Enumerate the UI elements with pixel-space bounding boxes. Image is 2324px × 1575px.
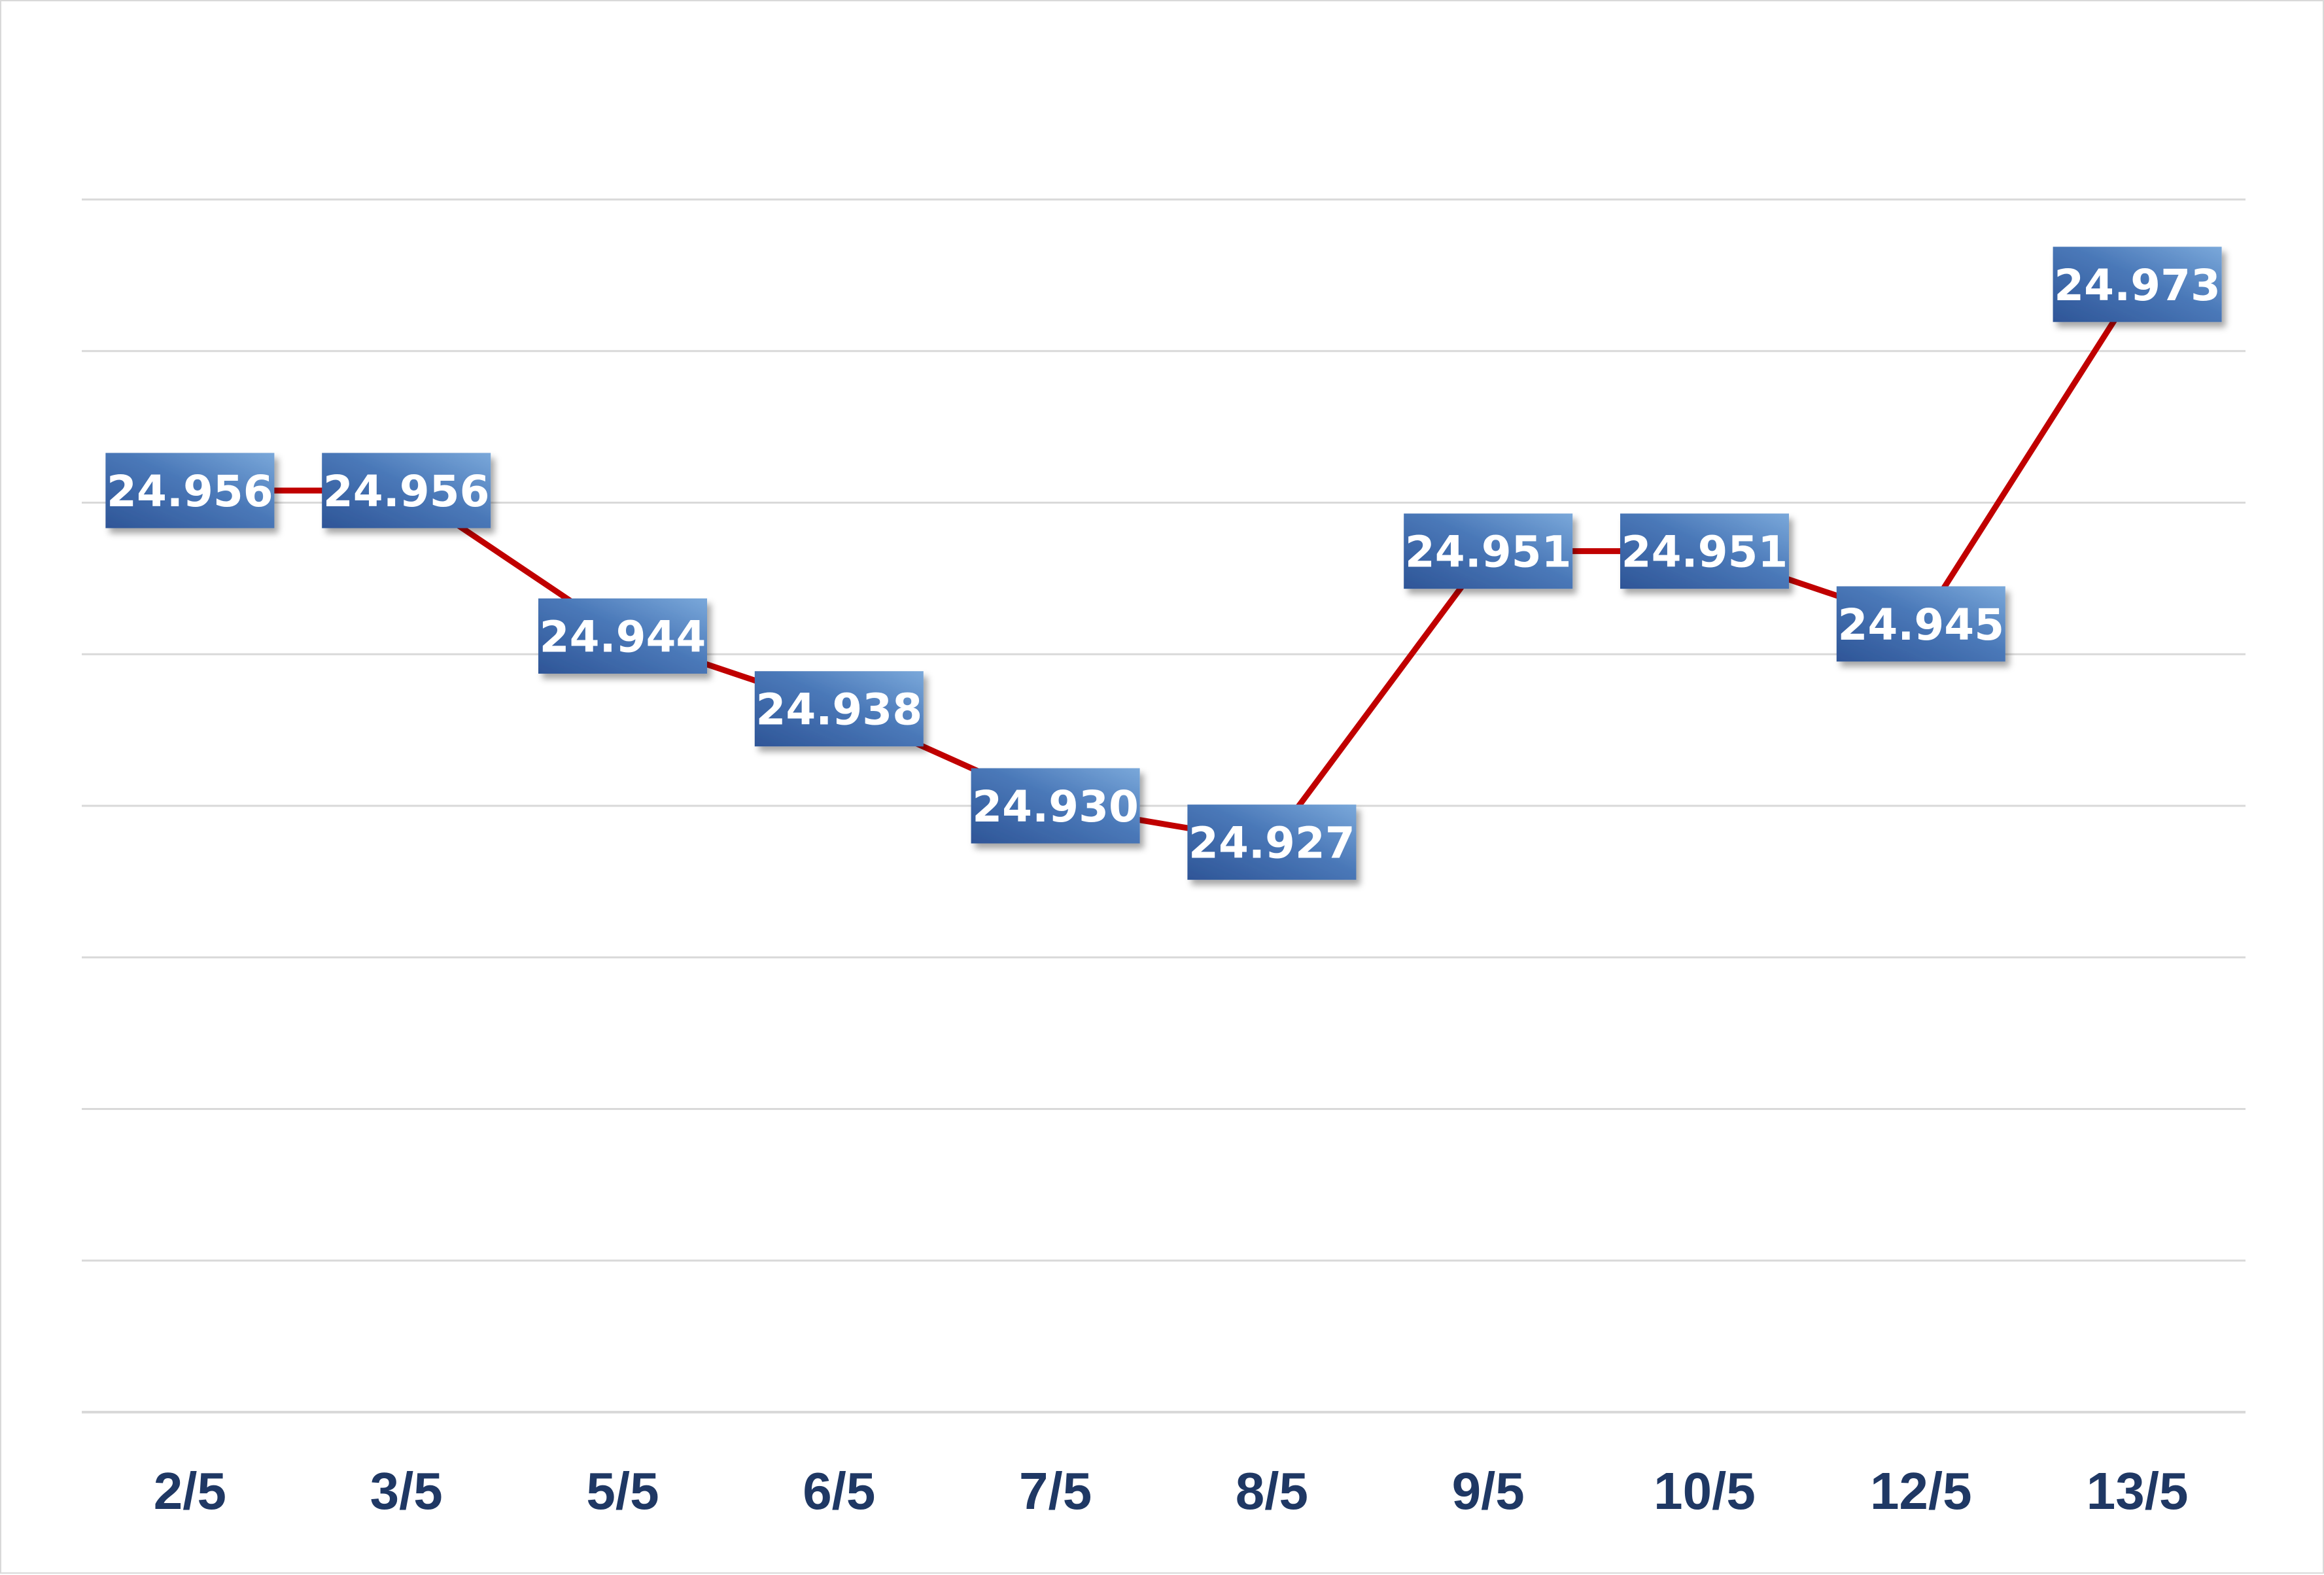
data-label-box (1620, 513, 1789, 589)
series-line-segment (1268, 548, 1491, 846)
data-label: 24.938 (754, 671, 924, 747)
data-label-box (538, 598, 707, 674)
data-label-box (105, 453, 275, 528)
data-label: 24.951 (1620, 513, 1789, 589)
series-line-segment (1918, 281, 2141, 627)
x-tick-label: 12/5 (1870, 1462, 1972, 1520)
series-line-layer (186, 281, 2141, 846)
data-label-text: 24.944 (540, 612, 706, 662)
x-tick-label: 2/5 (154, 1462, 226, 1520)
data-label-text: 24.956 (323, 466, 490, 517)
data-label-text: 24.951 (1622, 527, 1788, 578)
x-tick-label: 5/5 (586, 1462, 659, 1520)
data-label: 24.944 (538, 598, 707, 674)
x-tick-label: 9/5 (1452, 1462, 1525, 1520)
x-tick-label: 8/5 (1236, 1462, 1308, 1520)
x-tick-label: 13/5 (2087, 1462, 2189, 1520)
data-label-text: 24.951 (1405, 527, 1572, 578)
data-label-text: 24.945 (1837, 600, 2004, 650)
data-label-box (2053, 247, 2222, 322)
data-label-text: 24.927 (1188, 818, 1355, 869)
data-label: 24.945 (1836, 586, 2005, 662)
data-label: 24.956 (105, 453, 275, 528)
data-label-text: 24.930 (972, 782, 1139, 832)
x-tick-label: 6/5 (803, 1462, 875, 1520)
x-tick-label: 10/5 (1654, 1462, 1756, 1520)
x-axis-ticks: 2/5 3/5 5/5 6/5 7/5 8/5 9/5 10/5 12/5 13/5 (154, 1462, 2189, 1520)
data-label-text: 24.973 (2054, 260, 2221, 311)
data-label-box (971, 768, 1140, 844)
data-labels: 24.956 24.956 24.944 24.938 24.930 24.927 24.9… (105, 247, 2222, 880)
data-label-box (1404, 513, 1573, 589)
data-label-box (754, 671, 924, 747)
data-label-box (1187, 805, 1357, 880)
data-label-box (322, 453, 491, 528)
gridlines (82, 198, 2246, 1413)
data-label: 24.927 (1187, 805, 1357, 880)
data-label-text: 24.938 (755, 685, 922, 735)
data-label-text: 24.956 (107, 466, 273, 517)
x-tick-label: 7/5 (1019, 1462, 1092, 1520)
data-label-box (1836, 586, 2005, 662)
data-label: 24.956 (322, 453, 491, 528)
data-label: 24.951 (1404, 513, 1573, 589)
data-label: 24.930 (971, 768, 1140, 844)
x-tick-label: 3/5 (370, 1462, 443, 1520)
data-label: 24.973 (2053, 247, 2222, 322)
